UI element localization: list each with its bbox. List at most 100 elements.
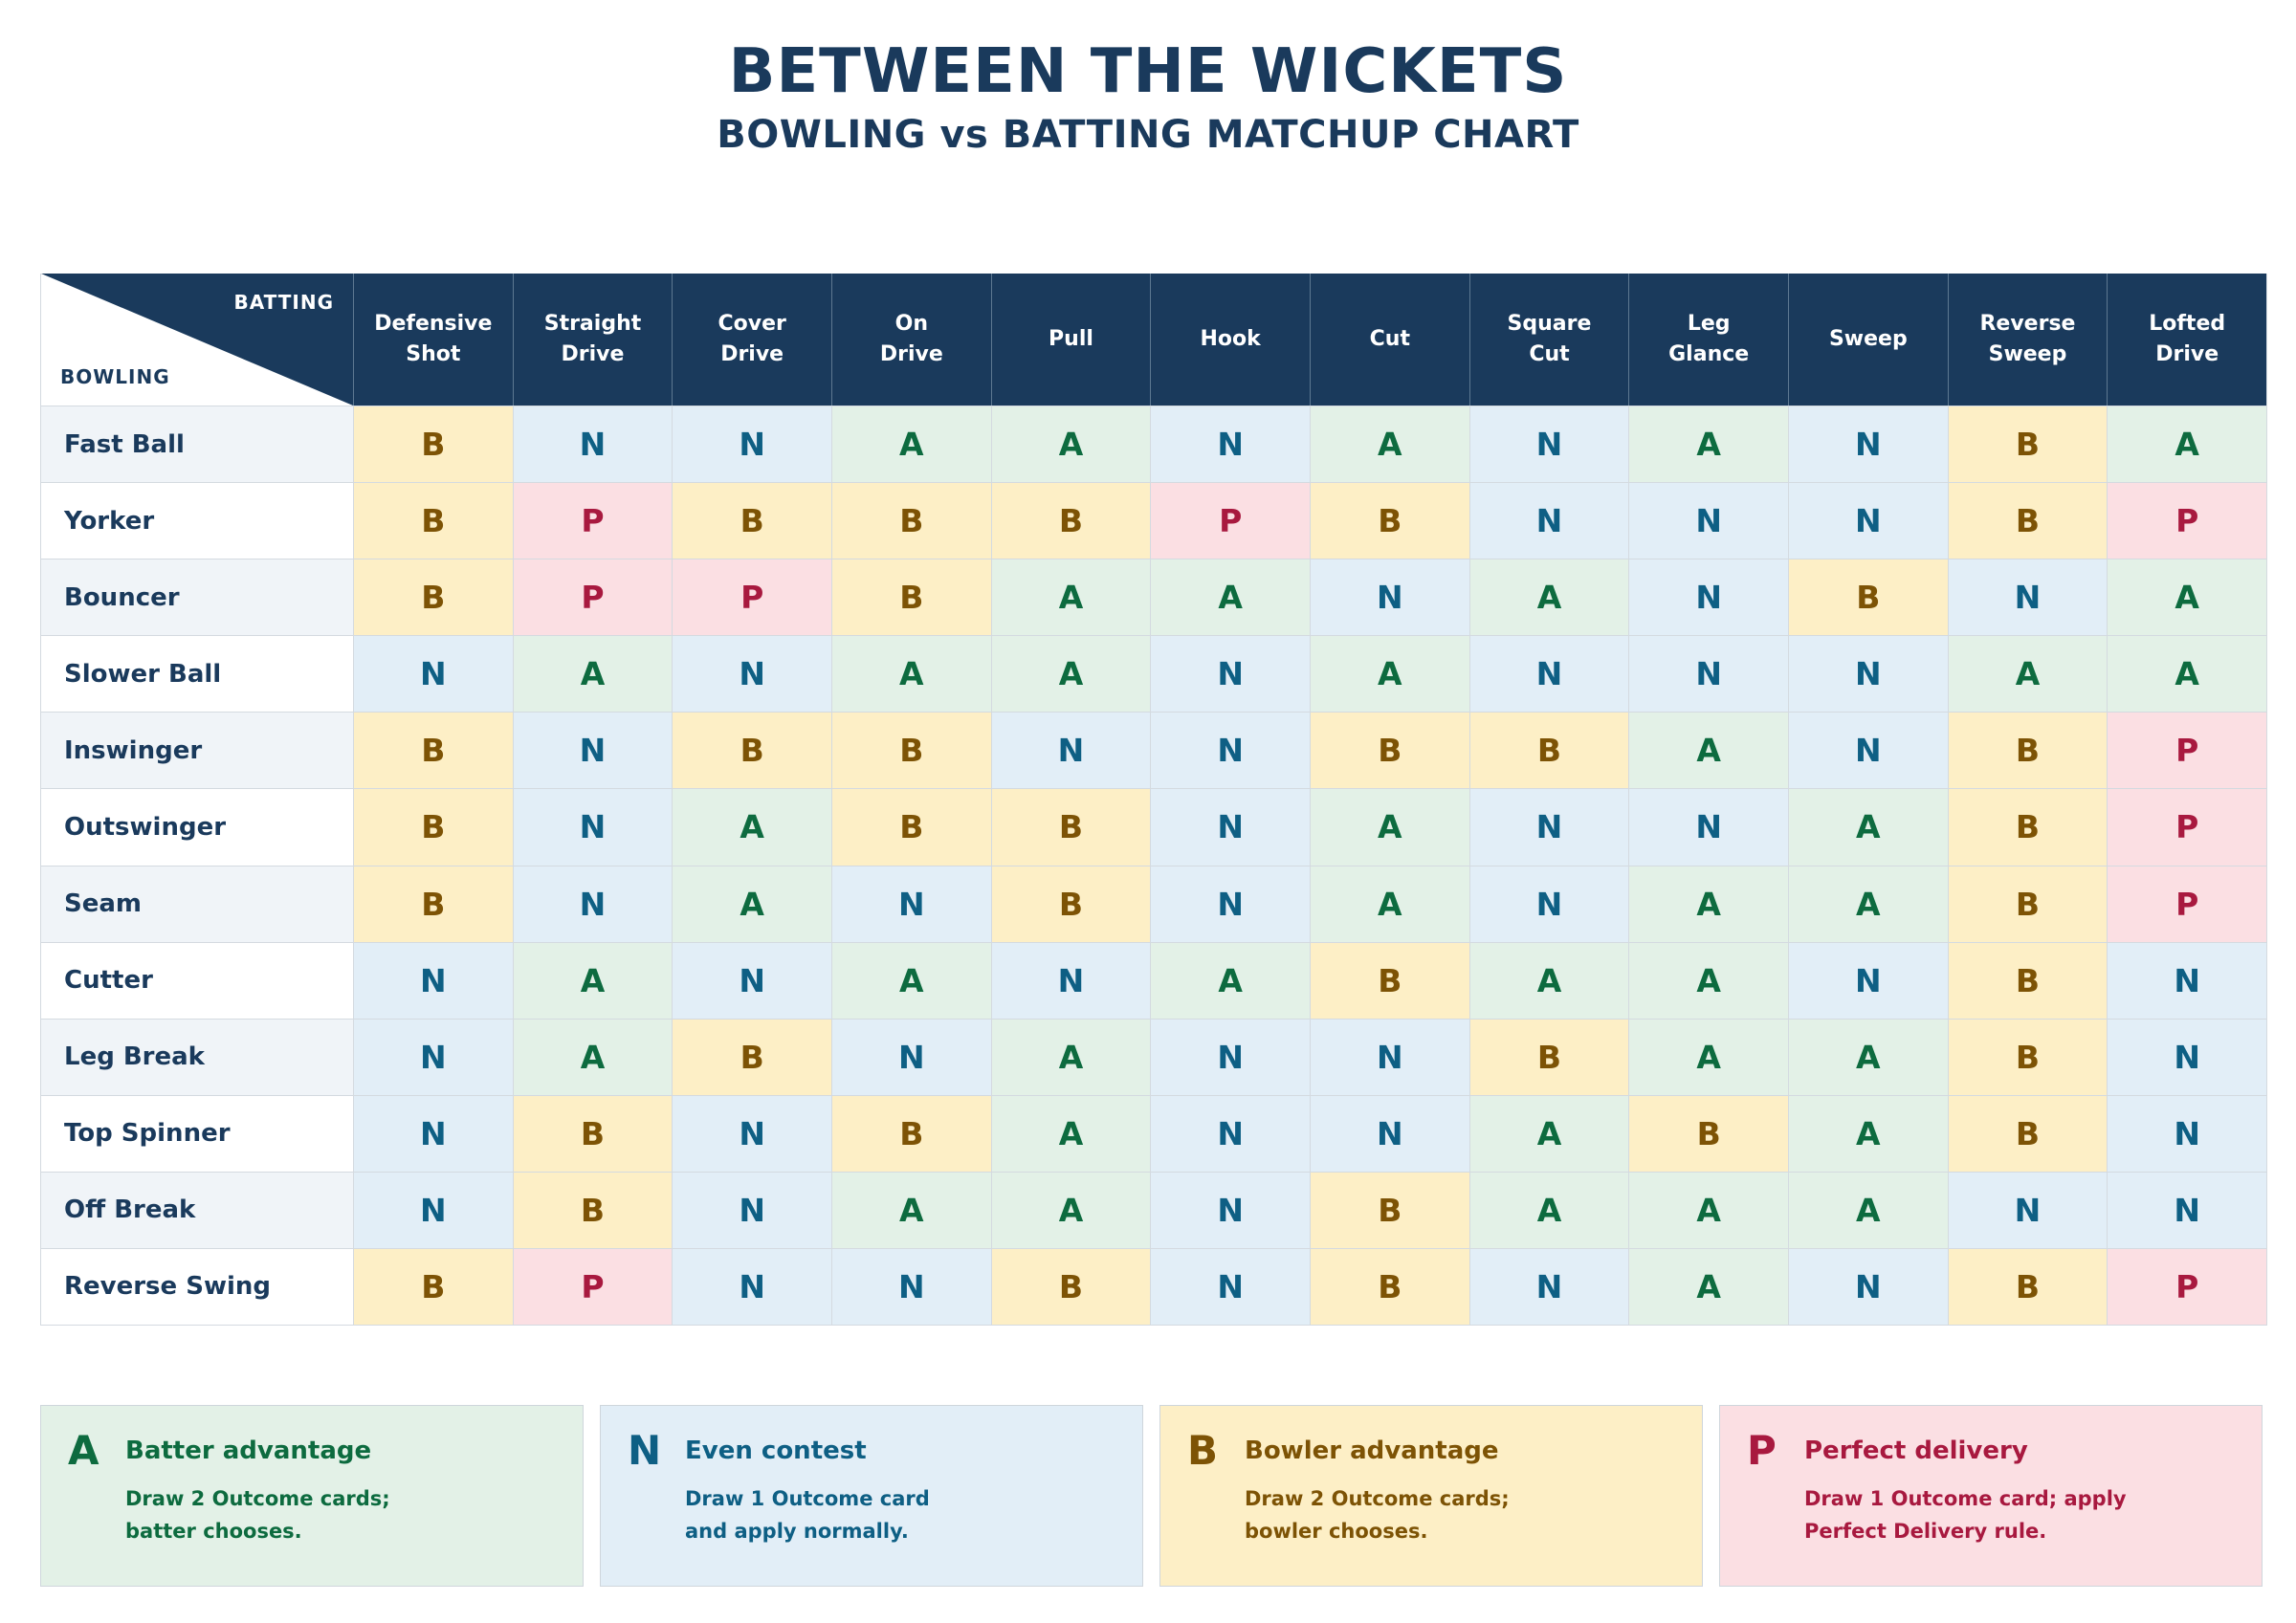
matchup-cell: A bbox=[1310, 865, 1469, 942]
matchup-cell: B bbox=[1310, 941, 1469, 1019]
matchup-cell: N bbox=[1150, 1018, 1310, 1095]
row-header-bowling-type: Slower Ball bbox=[40, 635, 353, 713]
matchup-cell: N bbox=[1310, 1018, 1469, 1095]
matchup-cell: N bbox=[1150, 1171, 1310, 1248]
legend-description: Draw 2 Outcome cards; bowler chooses. bbox=[1245, 1487, 1510, 1543]
matchup-cell: A bbox=[831, 406, 991, 483]
matchup-cell: A bbox=[1310, 406, 1469, 483]
matchup-cell: A bbox=[1628, 941, 1788, 1019]
matchup-cell: B bbox=[1947, 865, 2108, 942]
matchup-cell: A bbox=[1468, 559, 1629, 636]
row-header-bowling-type: Cutter bbox=[40, 941, 353, 1019]
matchup-cell: B bbox=[672, 482, 831, 559]
matchup-cell: A bbox=[831, 635, 991, 713]
legend-title: Perfect delivery bbox=[1804, 1437, 2028, 1465]
matchup-cell: N bbox=[353, 1171, 513, 1248]
matchup-cell: N bbox=[831, 1018, 991, 1095]
matchup-cell: A bbox=[1788, 1094, 1948, 1172]
matchup-cell: B bbox=[512, 1171, 673, 1248]
matchup-cell: B bbox=[672, 1018, 831, 1095]
matchup-cell: N bbox=[1468, 1247, 1629, 1325]
legend-title: Bowler advantage bbox=[1245, 1437, 1499, 1465]
matchup-cell: N bbox=[1468, 788, 1629, 866]
matchup-cell: B bbox=[1468, 1018, 1629, 1095]
row-header-bowling-type: Outswinger bbox=[40, 788, 353, 866]
legend-title: Batter advantage bbox=[125, 1437, 372, 1465]
matchup-cell: B bbox=[1947, 1018, 2108, 1095]
matchup-cell: B bbox=[353, 788, 513, 866]
matchup-cell: A bbox=[1468, 1171, 1629, 1248]
matchup-cell: N bbox=[2107, 1094, 2266, 1172]
matchup-cell: N bbox=[2107, 1018, 2266, 1095]
matchup-cell: B bbox=[990, 788, 1151, 866]
matchup-cell: N bbox=[1628, 482, 1788, 559]
matchup-cell: N bbox=[1628, 788, 1788, 866]
matchup-cell: N bbox=[1788, 712, 1948, 789]
matchup-cell: A bbox=[1628, 1018, 1788, 1095]
bowling-axis-label: BOWLING bbox=[60, 365, 170, 388]
row-header-bowling-type: Inswinger bbox=[40, 712, 353, 789]
matchup-table: BATTING BOWLING Defensive Shot Straight D… bbox=[40, 274, 2267, 1326]
matchup-cell: B bbox=[1947, 788, 2108, 866]
matchup-cell: N bbox=[353, 635, 513, 713]
matchup-cell: B bbox=[353, 865, 513, 942]
matchup-cell: A bbox=[1628, 406, 1788, 483]
matchup-cell: N bbox=[672, 635, 831, 713]
matchup-cell: B bbox=[990, 482, 1151, 559]
matchup-cell: A bbox=[512, 941, 673, 1019]
matchup-cell: A bbox=[672, 865, 831, 942]
matchup-cell: B bbox=[1947, 406, 2108, 483]
legend-code: A bbox=[68, 1427, 99, 1474]
matchup-cell: A bbox=[1628, 865, 1788, 942]
matchup-cell: N bbox=[1150, 406, 1310, 483]
matchup-cell: N bbox=[1788, 941, 1948, 1019]
column-header-batting-shot: Defensive Shot bbox=[353, 274, 513, 406]
row-header-bowling-type: Reverse Swing bbox=[40, 1247, 353, 1325]
legend-code: B bbox=[1187, 1427, 1219, 1474]
matchup-cell: B bbox=[1310, 712, 1469, 789]
matchup-cell: N bbox=[1150, 865, 1310, 942]
matchup-cell: P bbox=[2107, 482, 2266, 559]
row-header-bowling-type: Leg Break bbox=[40, 1018, 353, 1095]
matchup-cell: A bbox=[2107, 406, 2266, 483]
matchup-cell: A bbox=[1628, 712, 1788, 789]
matchup-cell: B bbox=[831, 788, 991, 866]
column-header-batting-shot: Leg Glance bbox=[1628, 274, 1788, 406]
matchup-cell: P bbox=[512, 482, 673, 559]
matchup-cell: N bbox=[353, 1018, 513, 1095]
page-title: BETWEEN THE WICKETS bbox=[728, 36, 1568, 107]
table-corner-header: BATTING BOWLING bbox=[40, 274, 353, 406]
matchup-cell: B bbox=[1947, 712, 2108, 789]
matchup-cell: A bbox=[2107, 559, 2266, 636]
matchup-cell: B bbox=[353, 1247, 513, 1325]
matchup-cell: N bbox=[672, 1171, 831, 1248]
matchup-cell: N bbox=[1788, 482, 1948, 559]
column-header-batting-shot: Square Cut bbox=[1468, 274, 1629, 406]
matchup-cell: P bbox=[512, 1247, 673, 1325]
matchup-cell: N bbox=[1468, 482, 1629, 559]
matchup-cell: A bbox=[1468, 1094, 1629, 1172]
matchup-cell: B bbox=[1947, 1247, 2108, 1325]
matchup-cell: A bbox=[1150, 559, 1310, 636]
matchup-cell: N bbox=[1310, 559, 1469, 636]
legend-item: A Batter advantage Draw 2 Outcome cards; b… bbox=[40, 1405, 584, 1587]
matchup-cell: N bbox=[1310, 1094, 1469, 1172]
matchup-cell: A bbox=[1310, 788, 1469, 866]
matchup-cell: P bbox=[1150, 482, 1310, 559]
matchup-cell: P bbox=[2107, 712, 2266, 789]
matchup-cell: B bbox=[1628, 1094, 1788, 1172]
matchup-cell: P bbox=[512, 559, 673, 636]
matchup-cell: B bbox=[1310, 1247, 1469, 1325]
matchup-cell: N bbox=[1468, 865, 1629, 942]
column-header-batting-shot: Pull bbox=[990, 274, 1151, 406]
matchup-cell: N bbox=[1150, 788, 1310, 866]
legend-item: N Even contest Draw 1 Outcome card and app… bbox=[600, 1405, 1143, 1587]
matchup-cell: N bbox=[512, 865, 673, 942]
matchup-cell: N bbox=[1468, 635, 1629, 713]
matchup-cell: N bbox=[1788, 406, 1948, 483]
matchup-cell: P bbox=[672, 559, 831, 636]
batting-axis-label: BATTING bbox=[233, 291, 334, 314]
row-header-bowling-type: Fast Ball bbox=[40, 406, 353, 483]
matchup-cell: N bbox=[672, 406, 831, 483]
matchup-cell: N bbox=[353, 941, 513, 1019]
